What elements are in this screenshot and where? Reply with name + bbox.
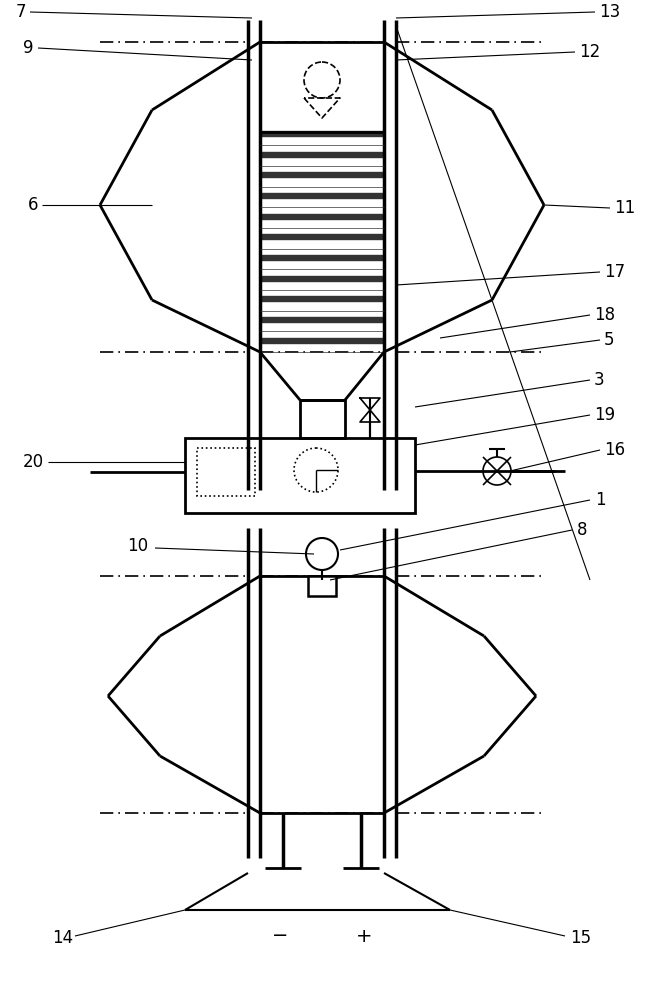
Text: 7: 7 [15, 3, 26, 21]
Text: 18: 18 [594, 306, 615, 324]
Text: 16: 16 [604, 441, 625, 459]
Bar [260, 42, 384, 132]
Circle shape [483, 457, 511, 485]
Text: 14: 14 [52, 929, 73, 947]
Bar [300, 400, 345, 438]
Text: 1: 1 [595, 491, 606, 509]
Text: −: − [272, 926, 288, 946]
Text: 8: 8 [577, 521, 588, 539]
Text: 6: 6 [28, 196, 38, 214]
Text: 20: 20 [23, 453, 44, 471]
Text: 5: 5 [604, 331, 615, 349]
Bar [260, 576, 384, 813]
Text: 19: 19 [594, 406, 615, 424]
Text: 11: 11 [614, 199, 635, 217]
Text: +: + [356, 926, 372, 946]
Text: 3: 3 [594, 371, 604, 389]
Bar [197, 448, 255, 496]
Text: 17: 17 [604, 263, 625, 281]
Text: 12: 12 [579, 43, 600, 61]
Bar [308, 576, 336, 596]
Text: 10: 10 [127, 537, 148, 555]
Text: 15: 15 [570, 929, 591, 947]
Text: 13: 13 [599, 3, 620, 21]
Text: 9: 9 [23, 39, 34, 57]
Bar [185, 438, 415, 513]
